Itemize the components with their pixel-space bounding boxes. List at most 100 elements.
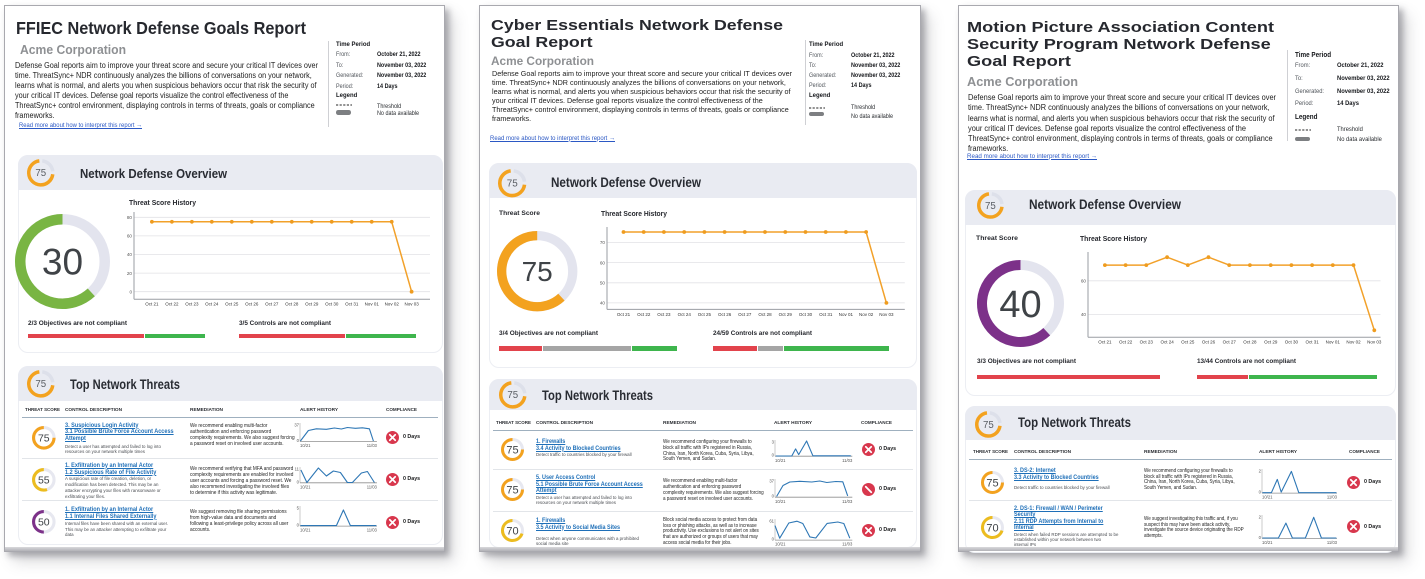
svg-text:0: 0 <box>296 479 299 484</box>
svg-text:Oct 30: Oct 30 <box>799 312 813 317</box>
svg-text:Oct 28: Oct 28 <box>1243 340 1257 345</box>
svg-text:0: 0 <box>1258 489 1261 494</box>
svg-text:0: 0 <box>772 536 775 541</box>
svg-text:10/21: 10/21 <box>1262 540 1273 545</box>
svg-text:Oct 25: Oct 25 <box>698 312 712 317</box>
svg-text:Nov 03: Nov 03 <box>404 301 419 306</box>
svg-text:10/21: 10/21 <box>300 484 311 489</box>
svg-text:Oct 22: Oct 22 <box>1118 340 1132 345</box>
svg-text:3: 3 <box>772 439 775 444</box>
svg-text:37: 37 <box>294 423 299 428</box>
svg-text:Nov 02: Nov 02 <box>859 312 874 317</box>
svg-text:40: 40 <box>999 283 1041 325</box>
svg-text:Oct 27: Oct 27 <box>738 312 752 317</box>
svg-text:Oct 21: Oct 21 <box>617 312 631 317</box>
svg-text:Nov 01: Nov 01 <box>1325 340 1340 345</box>
svg-text:10/21: 10/21 <box>300 443 311 448</box>
svg-text:0: 0 <box>772 493 775 498</box>
svg-text:75: 75 <box>985 201 996 212</box>
svg-text:Oct 30: Oct 30 <box>1284 340 1298 345</box>
svg-text:Oct 31: Oct 31 <box>1305 340 1319 345</box>
svg-text:55: 55 <box>38 475 50 487</box>
svg-text:Nov 02: Nov 02 <box>385 301 400 306</box>
svg-text:30: 30 <box>42 241 83 282</box>
svg-text:11/03: 11/03 <box>366 527 377 532</box>
svg-text:Oct 23: Oct 23 <box>657 312 671 317</box>
svg-text:11/03: 11/03 <box>842 541 853 546</box>
svg-text:Nov 03: Nov 03 <box>879 312 894 317</box>
svg-text:Oct 28: Oct 28 <box>759 312 773 317</box>
svg-text:Oct 29: Oct 29 <box>1264 340 1278 345</box>
svg-text:Oct 25: Oct 25 <box>225 301 239 306</box>
svg-text:Nov 03: Nov 03 <box>1367 340 1382 345</box>
svg-text:75: 75 <box>506 484 518 496</box>
svg-text:Oct 27: Oct 27 <box>1222 340 1236 345</box>
svg-text:11: 11 <box>294 466 299 471</box>
svg-text:11/03: 11/03 <box>842 498 853 503</box>
svg-text:75: 75 <box>983 419 994 430</box>
svg-text:10/21: 10/21 <box>775 457 786 462</box>
svg-text:70: 70 <box>506 525 518 537</box>
svg-text:Oct 24: Oct 24 <box>205 301 219 306</box>
svg-text:61: 61 <box>770 518 775 523</box>
svg-text:Oct 21: Oct 21 <box>1098 340 1112 345</box>
svg-text:75: 75 <box>507 179 518 190</box>
svg-text:Oct 24: Oct 24 <box>678 312 692 317</box>
svg-text:Oct 27: Oct 27 <box>265 301 279 306</box>
svg-text:Oct 31: Oct 31 <box>345 301 359 306</box>
svg-text:0: 0 <box>296 438 299 443</box>
svg-text:75: 75 <box>522 256 553 287</box>
svg-text:5: 5 <box>296 505 299 510</box>
svg-text:75: 75 <box>38 432 50 444</box>
svg-text:75: 75 <box>986 477 998 489</box>
svg-text:0: 0 <box>129 289 132 294</box>
svg-text:Oct 26: Oct 26 <box>245 301 259 306</box>
svg-text:80: 80 <box>127 215 133 220</box>
svg-text:11/03: 11/03 <box>1326 540 1337 545</box>
svg-text:Oct 22: Oct 22 <box>637 312 651 317</box>
svg-text:60: 60 <box>127 233 133 238</box>
svg-text:Oct 21: Oct 21 <box>145 301 159 306</box>
svg-text:50: 50 <box>600 281 606 286</box>
svg-text:Oct 31: Oct 31 <box>819 312 833 317</box>
svg-text:37: 37 <box>770 478 775 483</box>
svg-text:Oct 29: Oct 29 <box>305 301 319 306</box>
svg-text:Oct 23: Oct 23 <box>185 301 199 306</box>
svg-text:2: 2 <box>1258 468 1261 473</box>
svg-text:0: 0 <box>772 452 775 457</box>
svg-text:Oct 30: Oct 30 <box>325 301 339 306</box>
svg-text:75: 75 <box>506 444 518 456</box>
svg-text:Nov 01: Nov 01 <box>839 312 854 317</box>
svg-text:60: 60 <box>600 260 606 265</box>
svg-text:70: 70 <box>600 240 606 245</box>
svg-text:Oct 26: Oct 26 <box>718 312 732 317</box>
svg-text:70: 70 <box>986 522 998 534</box>
svg-text:10/21: 10/21 <box>300 527 311 532</box>
svg-text:0: 0 <box>296 522 299 527</box>
svg-text:20: 20 <box>127 270 133 275</box>
svg-text:Oct 24: Oct 24 <box>1160 340 1174 345</box>
svg-text:40: 40 <box>600 301 606 306</box>
svg-text:11/03: 11/03 <box>366 484 377 489</box>
svg-text:11/03: 11/03 <box>842 457 853 462</box>
svg-text:0: 0 <box>1258 534 1261 539</box>
svg-text:75: 75 <box>507 390 518 401</box>
svg-text:Oct 23: Oct 23 <box>1139 340 1153 345</box>
svg-text:50: 50 <box>38 516 50 528</box>
svg-text:11/03: 11/03 <box>366 443 377 448</box>
svg-text:40: 40 <box>127 252 133 257</box>
svg-text:75: 75 <box>36 168 47 179</box>
svg-text:Oct 25: Oct 25 <box>1181 340 1195 345</box>
svg-text:Nov 01: Nov 01 <box>365 301 380 306</box>
svg-text:Oct 29: Oct 29 <box>779 312 793 317</box>
svg-text:10/21: 10/21 <box>775 541 786 546</box>
svg-text:Nov 02: Nov 02 <box>1346 340 1361 345</box>
svg-text:Oct 22: Oct 22 <box>165 301 179 306</box>
svg-text:10/21: 10/21 <box>775 498 786 503</box>
svg-text:60: 60 <box>1080 279 1086 284</box>
svg-text:40: 40 <box>1080 312 1086 317</box>
svg-text:Oct 26: Oct 26 <box>1201 340 1215 345</box>
svg-text:2: 2 <box>1258 514 1261 519</box>
svg-text:75: 75 <box>36 379 47 390</box>
svg-text:11/03: 11/03 <box>1326 494 1337 499</box>
